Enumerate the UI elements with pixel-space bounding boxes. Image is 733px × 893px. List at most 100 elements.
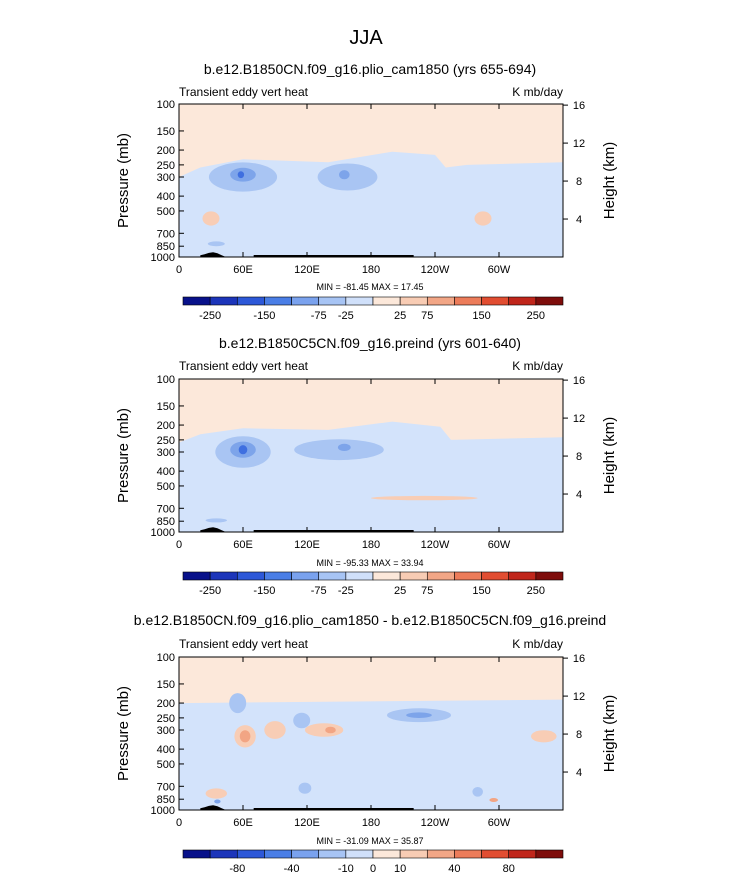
min-max: MIN = -95.33 MAX = 33.94: [316, 558, 423, 568]
x-tick-label: 60W: [488, 264, 511, 276]
y2-tick-label: 4: [576, 489, 582, 501]
colorbar-box: [399, 571, 428, 581]
x-tick-label: 0: [176, 817, 182, 829]
colorbar-label: 75: [421, 585, 433, 597]
right-label: K mb/day: [512, 637, 563, 651]
panel-title: b.e12.B1850CN.f09_g16.plio_cam1850 - b.e…: [134, 612, 606, 628]
colorbar-box: [372, 296, 401, 306]
panel-3: b.e12.B1850CN.f09_g16.plio_cam1850 - b.e…: [115, 612, 618, 875]
y2-axis-label: Height (km): [601, 417, 618, 495]
y2-tick-label: 8: [576, 451, 582, 463]
colorbar-box: [399, 296, 428, 306]
x-tick-label: 0: [176, 264, 182, 276]
y-tick-label: 100: [157, 652, 175, 664]
colorbar-box: [236, 296, 265, 306]
y-tick-label: 400: [157, 466, 175, 478]
colorbar-label: -75: [311, 310, 327, 322]
right-label: K mb/day: [512, 359, 563, 373]
colorbar-box: [481, 571, 510, 581]
panel-1: b.e12.B1850CN.f09_g16.plio_cam1850 (yrs …: [115, 61, 618, 322]
colorbar-box: [508, 849, 537, 859]
x-tick-label: 60E: [233, 264, 253, 276]
colorbar-box: [236, 571, 265, 581]
y2-tick-label: 4: [576, 767, 582, 779]
y-tick-label: 200: [157, 698, 175, 710]
colorbar-label: 250: [527, 310, 545, 322]
y-tick-label: 500: [157, 481, 175, 493]
contour-region: [337, 443, 351, 451]
figure-title: JJA: [349, 27, 383, 49]
colorbar-label: 150: [472, 585, 490, 597]
terrain: [200, 252, 226, 257]
contour-region: [179, 699, 563, 810]
y-axis-label: Pressure (mb): [115, 686, 132, 781]
colorbar-label: -25: [338, 585, 354, 597]
colorbar-box: [454, 296, 482, 306]
y2-tick-label: 12: [573, 691, 585, 703]
y-tick-label: 300: [157, 447, 175, 459]
y-tick-label: 1000: [151, 805, 175, 817]
y2-axis-label: Height (km): [601, 695, 618, 773]
y-tick-label: 700: [157, 503, 175, 515]
y-tick-label: 700: [157, 781, 175, 793]
colorbar-box: [318, 571, 347, 581]
left-label: Transient eddy vert heat: [179, 637, 309, 651]
x-tick-label: 120W: [421, 539, 450, 551]
colorbar-box: [481, 296, 510, 306]
x-tick-label: 120E: [294, 817, 320, 829]
y-tick-label: 400: [157, 744, 175, 756]
contour-region: [207, 241, 225, 247]
y2-axis-label: Height (km): [601, 142, 618, 220]
colorbar-box: [264, 849, 292, 859]
x-tick-label: 60W: [488, 539, 511, 551]
y-tick-label: 250: [157, 713, 175, 725]
x-tick-label: 120E: [294, 539, 320, 551]
y-tick-label: 300: [157, 725, 175, 737]
colorbar-box: [454, 849, 482, 859]
colorbar-label: 10: [394, 863, 406, 875]
colorbar-label: -10: [338, 863, 354, 875]
x-tick-label: 0: [176, 539, 182, 551]
colorbar-label: -250: [199, 310, 221, 322]
contour-region: [237, 171, 245, 179]
colorbar-label: 25: [394, 310, 406, 322]
contour-region: [489, 798, 499, 802]
y-tick-label: 150: [157, 401, 175, 413]
contour-region: [239, 730, 251, 743]
colorbar-box: [318, 849, 347, 859]
colorbar-box: [508, 296, 537, 306]
colorbar-box: [345, 296, 374, 306]
y-tick-label: 100: [157, 99, 175, 111]
colorbar-label: -250: [199, 585, 221, 597]
y-tick-label: 150: [157, 679, 175, 691]
colorbar-label: 25: [394, 585, 406, 597]
colorbar-box: [182, 849, 211, 859]
colorbar-box: [535, 571, 564, 581]
y2-tick-label: 8: [576, 176, 582, 188]
contour-region: [406, 712, 432, 718]
contour-region: [238, 445, 248, 455]
colorbar-box: [454, 571, 482, 581]
colorbar-box: [535, 849, 564, 859]
contour-region: [202, 211, 220, 226]
colorbar-box: [291, 296, 320, 306]
y-tick-label: 500: [157, 759, 175, 771]
colorbar-box: [372, 849, 401, 859]
contour-field: [179, 151, 563, 257]
y2-tick-label: 16: [573, 100, 585, 112]
y-tick-label: 150: [157, 126, 175, 138]
y-tick-label: 250: [157, 435, 175, 447]
colorbar-label: -150: [253, 585, 275, 597]
x-tick-label: 120W: [421, 817, 450, 829]
colorbar-box: [372, 571, 401, 581]
contour-field: [179, 421, 563, 532]
colorbar-label: 0: [370, 863, 376, 875]
colorbar-box: [535, 296, 564, 306]
left-label: Transient eddy vert heat: [179, 85, 309, 99]
y-tick-label: 100: [157, 374, 175, 386]
contour-region: [371, 495, 478, 501]
colorbar-box: [318, 296, 347, 306]
colorbar-box: [399, 849, 428, 859]
